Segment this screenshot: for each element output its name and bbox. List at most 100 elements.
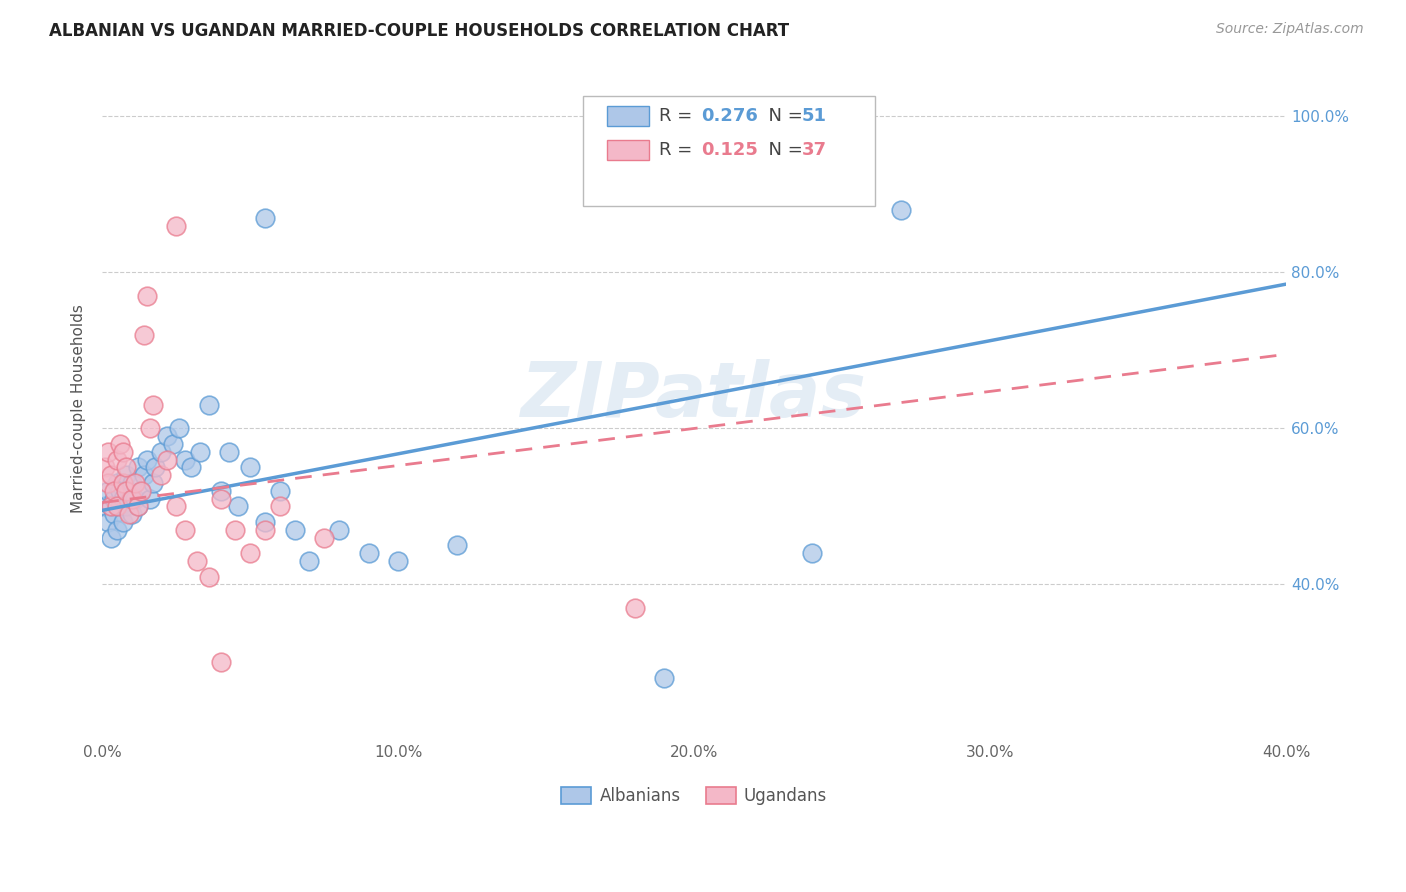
Point <box>94 460 117 475</box>
Point <box>111 491 134 506</box>
Point <box>121 508 143 522</box>
Point <box>298 554 321 568</box>
Point <box>132 327 155 342</box>
Point <box>239 546 262 560</box>
Point <box>239 460 262 475</box>
Point <box>654 671 676 685</box>
Text: Source: ZipAtlas.com: Source: ZipAtlas.com <box>1216 22 1364 37</box>
Point <box>150 445 173 459</box>
Point <box>156 452 179 467</box>
Point <box>135 289 157 303</box>
Point <box>284 523 307 537</box>
Point <box>132 468 155 483</box>
Point <box>135 452 157 467</box>
Point <box>197 398 219 412</box>
Text: N =: N = <box>758 107 808 125</box>
Point <box>103 491 125 506</box>
Point <box>105 523 128 537</box>
Point <box>97 483 120 498</box>
Point <box>141 476 163 491</box>
Point <box>188 445 211 459</box>
Point <box>162 437 184 451</box>
Text: 51: 51 <box>803 107 827 125</box>
Point <box>94 500 117 514</box>
Point <box>209 491 232 506</box>
Point <box>624 600 647 615</box>
Point <box>186 554 208 568</box>
Point <box>209 483 232 498</box>
Point <box>100 531 122 545</box>
Text: ALBANIAN VS UGANDAN MARRIED-COUPLE HOUSEHOLDS CORRELATION CHART: ALBANIAN VS UGANDAN MARRIED-COUPLE HOUSE… <box>49 22 789 40</box>
Point <box>269 483 291 498</box>
Point <box>105 500 128 514</box>
Point <box>100 500 122 514</box>
Text: 37: 37 <box>803 141 827 159</box>
Point <box>253 211 276 225</box>
Point <box>253 515 276 529</box>
Point <box>328 523 350 537</box>
Point <box>141 398 163 412</box>
Text: R =: R = <box>659 141 697 159</box>
Point <box>167 421 190 435</box>
Point <box>387 554 409 568</box>
Point <box>97 445 120 459</box>
Point <box>269 500 291 514</box>
Point <box>180 460 202 475</box>
Point <box>108 437 131 451</box>
Point <box>108 500 131 514</box>
Point <box>446 539 468 553</box>
Point <box>138 421 160 435</box>
Point <box>150 468 173 483</box>
Point <box>115 500 138 514</box>
Point <box>156 429 179 443</box>
Point <box>118 483 141 498</box>
Text: N =: N = <box>758 141 808 159</box>
Point <box>115 483 138 498</box>
Text: ZIPatlas: ZIPatlas <box>522 359 868 433</box>
Text: 0.125: 0.125 <box>702 141 758 159</box>
Point <box>890 202 912 217</box>
Point <box>127 500 149 514</box>
Point <box>174 452 197 467</box>
Point <box>228 500 250 514</box>
Point <box>218 445 240 459</box>
Point <box>97 476 120 491</box>
Point <box>197 569 219 583</box>
Point <box>97 515 120 529</box>
Point <box>174 523 197 537</box>
Point <box>121 491 143 506</box>
Point <box>105 476 128 491</box>
Point <box>253 523 276 537</box>
Point <box>103 508 125 522</box>
Point <box>100 468 122 483</box>
Point <box>124 491 146 506</box>
Point <box>108 483 131 498</box>
Point <box>115 460 138 475</box>
Point <box>129 483 152 498</box>
Text: 0.276: 0.276 <box>702 107 758 125</box>
Point <box>145 460 167 475</box>
Point <box>111 476 134 491</box>
Point <box>314 531 336 545</box>
Point <box>127 460 149 475</box>
Point <box>121 476 143 491</box>
Point <box>105 452 128 467</box>
Point <box>165 500 187 514</box>
Point <box>103 483 125 498</box>
Point <box>224 523 246 537</box>
Point <box>357 546 380 560</box>
Point <box>138 491 160 506</box>
Text: R =: R = <box>659 107 697 125</box>
Legend: Albanians, Ugandans: Albanians, Ugandans <box>554 780 834 812</box>
Point <box>115 468 138 483</box>
Point <box>124 476 146 491</box>
Point <box>127 500 149 514</box>
Point <box>118 508 141 522</box>
Point <box>100 500 122 514</box>
Point <box>801 546 824 560</box>
Point <box>129 483 152 498</box>
Point <box>111 445 134 459</box>
Y-axis label: Married-couple Households: Married-couple Households <box>72 304 86 514</box>
Point <box>165 219 187 233</box>
Point <box>209 656 232 670</box>
